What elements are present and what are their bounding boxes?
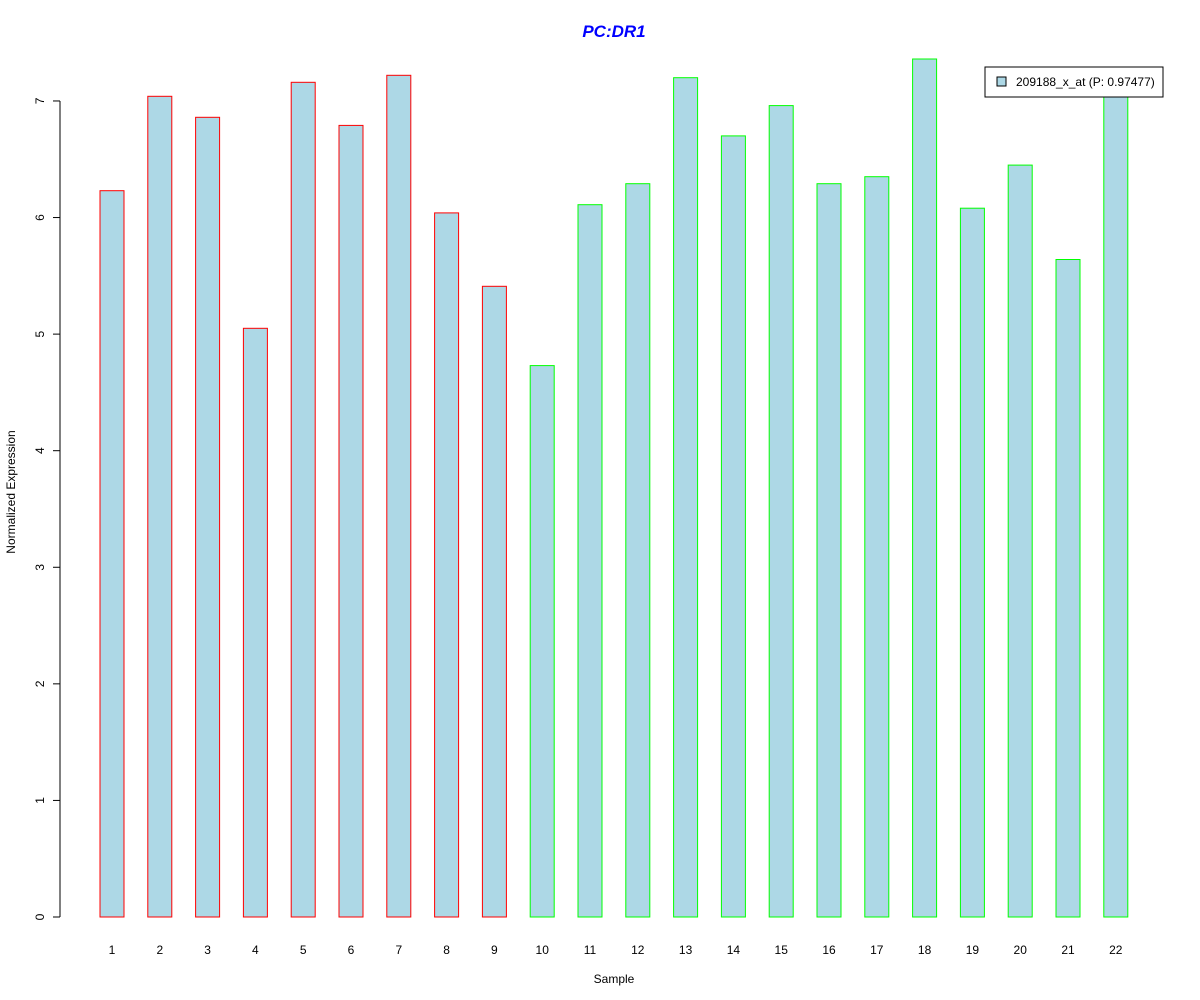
- bar-sample-5: [290, 81, 316, 918]
- y-axis-tick-label: 4: [33, 447, 47, 454]
- bar-sample-11: [577, 204, 603, 918]
- bar-sample-10: [529, 365, 555, 918]
- bar-sample-7: [386, 74, 412, 918]
- x-axis-tick-labels: 1 2 3 4 5 6 7 8 9 10 11 12 13 14 15 16 17 18 19 20 21 22: [109, 943, 1123, 957]
- x-axis-tick-label: 14: [727, 943, 741, 957]
- x-axis-tick-label: 9: [491, 943, 498, 957]
- bar-sample-4: [242, 327, 268, 918]
- y-axis: 0 1 2 3 4 5 6 7: [33, 97, 61, 920]
- bar-sample-21: [1055, 259, 1081, 918]
- x-axis-tick-label: 8: [443, 943, 450, 957]
- x-axis-tick-label: 16: [822, 943, 836, 957]
- bar-sample-15: [768, 105, 794, 918]
- x-axis-tick-label: 13: [679, 943, 693, 957]
- legend-box: [984, 66, 1164, 98]
- x-axis-tick-label: 5: [300, 943, 307, 957]
- x-axis-tick-label: 11: [584, 943, 597, 957]
- bar-sample-14: [720, 135, 746, 918]
- y-axis-tick-label: 6: [33, 214, 47, 221]
- x-axis-tick-label: 3: [204, 943, 211, 957]
- x-axis-tick-label: 15: [775, 943, 789, 957]
- bar-sample-3: [195, 116, 221, 918]
- x-axis-tick-label: 7: [395, 943, 402, 957]
- x-axis-tick-label: 21: [1061, 943, 1075, 957]
- y-axis-tick-label: 0: [33, 913, 47, 920]
- x-axis-tick-label: 20: [1014, 943, 1028, 957]
- x-axis-tick-label: 22: [1109, 943, 1123, 957]
- bar-sample-8: [434, 212, 460, 918]
- x-axis-tick-label: 6: [348, 943, 355, 957]
- x-axis-tick-label: 10: [536, 943, 550, 957]
- bar-sample-6: [338, 124, 364, 918]
- bar-sample-19: [959, 207, 985, 918]
- y-axis-tick-label: 7: [33, 97, 47, 104]
- bar-sample-18: [912, 58, 938, 918]
- y-axis-tick-label: 1: [33, 797, 47, 804]
- x-axis-tick-label: 1: [109, 943, 116, 957]
- x-axis-tick-label: 18: [918, 943, 932, 957]
- bar-sample-22: [1103, 92, 1129, 918]
- bar-sample-9: [481, 285, 507, 918]
- bar-sample-2: [147, 95, 173, 918]
- bar-sample-17: [864, 176, 890, 918]
- x-axis-label: Sample: [594, 972, 635, 986]
- y-axis-tick-label: 3: [33, 564, 47, 571]
- bar-sample-12: [625, 183, 651, 918]
- x-axis-tick-label: 12: [631, 943, 645, 957]
- legend-swatch: [996, 76, 1007, 87]
- chart-title: PC:DR1: [582, 22, 645, 41]
- legend: 209188_x_at (P: 0.97477): [984, 66, 1164, 98]
- x-axis-tick-label: 19: [966, 943, 980, 957]
- y-axis-tick-label: 5: [33, 330, 47, 337]
- x-axis-tick-label: 4: [252, 943, 259, 957]
- bar-sample-16: [816, 183, 842, 918]
- legend-label: 209188_x_at (P: 0.97477): [1016, 75, 1155, 89]
- y-axis-tick-label: 2: [33, 680, 47, 687]
- y-axis-label: Normalized Expression: [4, 430, 18, 553]
- x-axis-tick-label: 17: [870, 943, 884, 957]
- bar-sample-20: [1007, 164, 1033, 918]
- bar-sample-13: [673, 77, 699, 918]
- bar-sample-1: [99, 190, 125, 918]
- x-axis-tick-label: 2: [156, 943, 163, 957]
- bars: [99, 58, 1129, 918]
